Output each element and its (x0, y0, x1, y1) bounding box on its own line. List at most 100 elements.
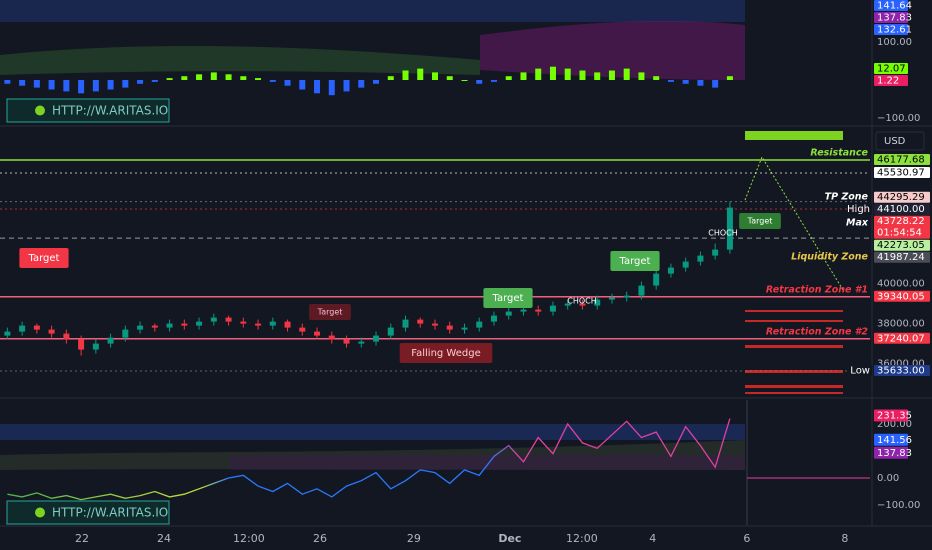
candle-body (579, 303, 586, 306)
price-tag (874, 166, 930, 178)
candle-body (387, 327, 394, 336)
price-tag (874, 251, 930, 263)
candle-body (417, 319, 424, 324)
candle-body (667, 267, 674, 274)
histogram-bar (358, 80, 365, 88)
histogram-bar (255, 78, 262, 81)
currency-box[interactable] (875, 131, 925, 151)
value-tag-label: 231.35 (877, 411, 912, 422)
histogram-bar (387, 76, 394, 81)
histogram-bar (490, 80, 497, 82)
annotation: Target (317, 308, 343, 317)
candle-body (19, 325, 26, 332)
value-tag-label: 141.64 (877, 1, 912, 12)
annotation: Falling Wedge (411, 348, 480, 359)
price-tag (874, 364, 930, 376)
histogram-bar (328, 80, 335, 96)
value-tag (874, 0, 908, 11)
candle-body (594, 299, 601, 306)
candle-body (92, 343, 99, 350)
histogram-bar (461, 80, 468, 82)
y-tick-label: −100.00 (877, 113, 920, 124)
candle-body (137, 325, 144, 330)
price-tag-label: 43728.22 (877, 216, 925, 227)
candle-body (446, 325, 453, 330)
banner: HTTP://W.ARITAS.IO (6, 98, 170, 123)
histogram-bar (373, 80, 380, 84)
value-tag-label: 1.22 (877, 76, 899, 87)
banner: HTTP://W.ARITAS.IO (6, 500, 170, 525)
value-tag (874, 433, 908, 446)
histogram-bar (210, 72, 217, 81)
candle-body (653, 273, 660, 286)
level-name: TP Zone (825, 192, 869, 203)
value-tag (874, 75, 908, 86)
histogram-bar (48, 80, 55, 90)
candle-body (78, 339, 85, 350)
candle-body (712, 249, 719, 256)
candle-body (535, 309, 542, 312)
histogram-bar (137, 80, 144, 84)
value-tag (874, 24, 908, 35)
candle-body (166, 323, 173, 328)
y-tick-label: 40000.00 (877, 279, 925, 290)
countdown: 01:54:54 (877, 228, 922, 239)
band (0, 0, 745, 22)
candle-body (476, 321, 483, 328)
candle-body (196, 321, 203, 326)
histogram-bar (667, 80, 674, 82)
histogram-bar (402, 70, 409, 81)
y-tick-label: −100.00 (877, 500, 920, 511)
candle-body (107, 337, 114, 344)
y-tick-label: 200.00 (877, 419, 912, 430)
price-tag (874, 203, 930, 215)
x-tick-label: 12:00 (233, 532, 265, 545)
x-tick-label: 29 (407, 532, 421, 545)
price-tag-label: 45530.97 (877, 167, 925, 178)
histogram-bar (151, 80, 158, 82)
banner-text: HTTP://W.ARITAS.IO (52, 104, 168, 118)
value-tag-label: 137.83 (877, 448, 912, 459)
x-tick-label: 4 (649, 532, 656, 545)
candle-body (269, 321, 276, 326)
candle-body (697, 255, 704, 262)
candle-body (623, 295, 630, 298)
currency: USD (884, 136, 906, 147)
candle-body (726, 207, 733, 250)
x-tick-label: 8 (841, 532, 848, 545)
price-tag-label: 41987.24 (877, 252, 925, 263)
x-tick-label: Dec (498, 532, 521, 545)
oscillator-line (7, 418, 731, 501)
level-name: High (847, 204, 870, 215)
zone-bar (745, 131, 843, 140)
x-tick-label: 24 (157, 532, 171, 545)
histogram-bar (92, 80, 99, 92)
price-tag-label: 39340.05 (877, 291, 925, 302)
level-name: Retraction Zone #2 (766, 326, 868, 337)
candle-body (210, 317, 217, 322)
candle-body (461, 327, 468, 330)
value-tag-label: 132.61 (877, 25, 912, 36)
value-tag-label: 141.56 (877, 435, 912, 446)
retraction-zones (745, 310, 843, 394)
candle-body (564, 303, 571, 306)
price-tag (874, 191, 930, 203)
candle-body (608, 297, 615, 300)
histogram-bar (608, 70, 615, 81)
price-tag (874, 332, 930, 344)
price-tag-label: 44100.00 (877, 204, 925, 215)
price-tag (874, 154, 930, 166)
candle-body (225, 317, 232, 322)
histogram-bar (33, 80, 40, 88)
annotation: Target (619, 256, 651, 267)
value-tag-label: 137.83 (877, 13, 912, 24)
annotation-box (483, 288, 533, 308)
candle-body (284, 321, 291, 328)
histogram-bar (19, 80, 26, 86)
histogram-bar (712, 80, 719, 88)
candle-body (4, 331, 11, 336)
annotation-box (739, 213, 781, 229)
candle-body (151, 325, 158, 328)
candle-body (520, 309, 527, 312)
